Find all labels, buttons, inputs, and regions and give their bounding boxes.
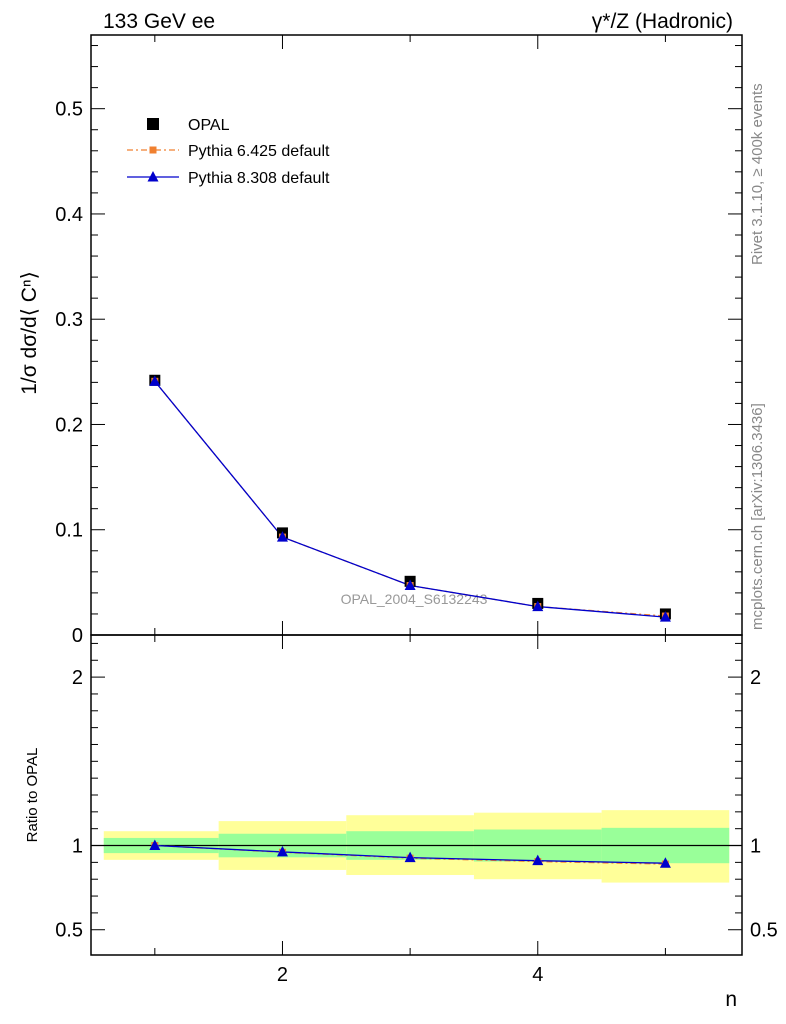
legend: OPAL Pythia 6.425 default Pythia 8.308 def… bbox=[127, 117, 330, 187]
y-tick-label: 0.3 bbox=[55, 309, 83, 331]
legend-opal-marker bbox=[147, 118, 159, 130]
ratio-pythia8-point bbox=[659, 857, 671, 868]
legend-pythia6-marker bbox=[149, 146, 157, 154]
ratio-y-axis-label: Ratio to OPAL bbox=[24, 748, 41, 843]
x-tick-label: 4 bbox=[532, 964, 543, 986]
ratio-plot-frame bbox=[90, 634, 743, 956]
ratio-y-tick-label: 0.5 bbox=[55, 920, 83, 942]
pythia8-point bbox=[659, 611, 671, 622]
ratio-y-tick-label: 2 bbox=[72, 667, 83, 689]
x-tick-label: 2 bbox=[277, 964, 288, 986]
ratio-y-tick-label-right: 1 bbox=[750, 836, 761, 858]
analysis-watermark: OPAL_2004_S6132243 bbox=[341, 591, 488, 607]
ratio-pythia8-point bbox=[532, 854, 544, 866]
pythia8-point bbox=[149, 375, 161, 386]
y-tick-label: 0 bbox=[72, 625, 83, 647]
rivet-version-label: Rivet 3.1.10, ≥ 400k events bbox=[749, 83, 766, 265]
ratio-pythia8-point bbox=[276, 845, 288, 857]
x-axis-label: n bbox=[725, 988, 737, 1011]
chart-title-left: 133 GeV ee bbox=[103, 10, 215, 33]
y-tick-label: 0.2 bbox=[55, 414, 83, 436]
ratio-y-tick-label-right: 0.5 bbox=[750, 920, 778, 942]
chart-title-right: γ*/Z (Hadronic) bbox=[592, 10, 733, 33]
ratio-pythia8-point bbox=[149, 839, 161, 851]
legend-pythia8-marker bbox=[147, 171, 159, 182]
y-tick-label: 0.5 bbox=[55, 99, 83, 121]
legend-label: OPAL bbox=[188, 117, 230, 134]
legend-label: Pythia 6.425 default bbox=[188, 143, 330, 160]
y-tick-label: 0.1 bbox=[55, 520, 83, 542]
ratio-pythia8-point bbox=[404, 851, 416, 863]
pythia8-point bbox=[404, 579, 416, 591]
ratio-y-tick-label: 1 bbox=[72, 836, 83, 858]
ratio-panel: 2 4 0.5 0.5 1 1 2 2 bbox=[55, 35, 778, 986]
legend-label: Pythia 8.308 default bbox=[188, 170, 330, 187]
main-y-axis-label: 1/σ dσ/d⟨ Cⁿ⟩ bbox=[18, 271, 41, 395]
mcplots-label: mcplots.cern.ch [arXiv:1306.3436] bbox=[749, 403, 766, 630]
pythia8-point bbox=[276, 531, 288, 542]
y-tick-label: 0.4 bbox=[55, 204, 83, 226]
pythia8-point bbox=[532, 600, 544, 612]
ratio-y-tick-label-right: 2 bbox=[750, 667, 761, 689]
